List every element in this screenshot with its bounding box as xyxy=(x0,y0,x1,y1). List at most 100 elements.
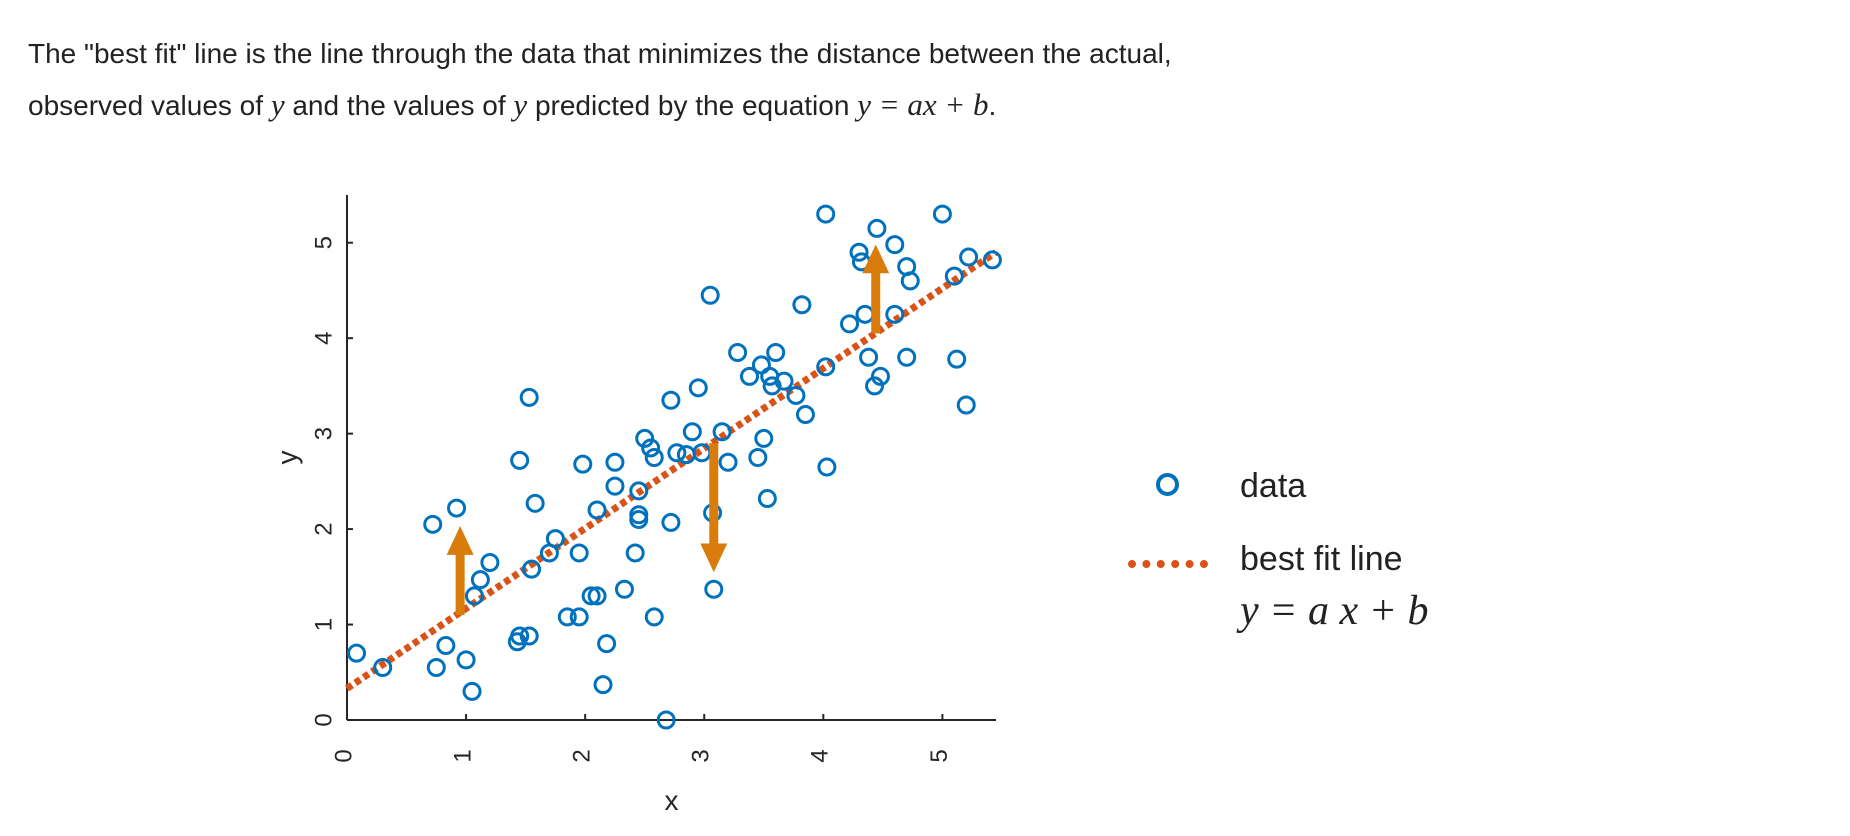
axis-labels: 0 1 2 3 4 5 0 1 2 3 4 5 x y xyxy=(271,236,952,816)
data-point xyxy=(700,285,720,305)
axes xyxy=(346,195,996,721)
intro-text-c: predicted by the equation xyxy=(527,90,858,121)
data-point xyxy=(426,658,446,677)
data-point xyxy=(605,476,625,496)
math-y-2: y xyxy=(513,87,528,122)
data-point xyxy=(816,204,836,224)
x-tick-label: 1 xyxy=(449,749,476,762)
x-tick-label: 5 xyxy=(926,749,953,762)
data-point xyxy=(519,626,539,646)
x-tick-label: 2 xyxy=(569,749,596,762)
data-point xyxy=(597,634,617,654)
data-point xyxy=(855,304,875,324)
data-point xyxy=(718,452,738,472)
data-point xyxy=(774,371,794,391)
data-point xyxy=(956,395,976,415)
data-point xyxy=(545,529,565,549)
data-point xyxy=(704,579,724,599)
data-point xyxy=(897,347,917,367)
data-point xyxy=(944,266,964,286)
data-point xyxy=(581,586,601,606)
data-point xyxy=(629,505,649,525)
data-point xyxy=(519,387,539,407)
data-point xyxy=(522,559,542,579)
data-point xyxy=(447,498,467,518)
data-point xyxy=(661,390,681,410)
math-equation: y = ax + b xyxy=(857,87,989,122)
data-point xyxy=(373,658,393,677)
data-point xyxy=(605,452,625,472)
data-points xyxy=(347,204,1002,730)
intro-text-b: and the values of xyxy=(284,90,514,121)
y-tick-label: 5 xyxy=(310,236,337,249)
data-point xyxy=(661,512,681,532)
data-point xyxy=(436,636,456,656)
data-point xyxy=(786,385,806,405)
data-point xyxy=(462,681,482,701)
best-fit-line xyxy=(345,249,998,692)
x-tick-label: 0 xyxy=(330,749,357,762)
legend: data best fit line y = a x + b xyxy=(1120,455,1520,655)
data-point xyxy=(867,218,887,238)
legend-fit-line-icon xyxy=(1128,560,1208,568)
data-point xyxy=(748,448,768,467)
intro-period: . xyxy=(988,90,997,121)
data-point xyxy=(792,295,812,315)
residual-arrows xyxy=(446,244,890,615)
legend-data-marker-icon xyxy=(1156,473,1179,496)
data-point xyxy=(593,675,613,695)
x-tick-label: 3 xyxy=(688,749,715,762)
data-point xyxy=(641,438,661,458)
y-tick-label: 2 xyxy=(310,522,337,535)
data-point xyxy=(587,586,607,606)
data-point xyxy=(982,250,1002,270)
legend-data-label: data xyxy=(1240,467,1307,505)
data-point xyxy=(688,378,708,398)
data-point xyxy=(817,457,837,477)
data-point xyxy=(795,405,815,425)
data-point xyxy=(347,643,367,663)
legend-fit-equation: y = a x + b xyxy=(1240,588,1429,634)
intro-paragraph: The "best fit" line is the line through … xyxy=(28,28,1478,131)
data-point xyxy=(712,422,732,442)
math-y-1: y xyxy=(270,87,285,122)
data-point xyxy=(525,493,545,513)
y-tick-label: 3 xyxy=(310,427,337,440)
intro-text-a: observed values of xyxy=(28,90,271,121)
data-point xyxy=(480,553,500,572)
intro-line-1: The "best fit" line is the line through … xyxy=(28,38,1172,69)
best-fit-line-layer xyxy=(345,249,998,692)
data-point xyxy=(766,343,786,362)
data-point xyxy=(754,428,774,448)
data-point xyxy=(573,454,593,474)
data-point xyxy=(510,626,530,646)
data-point xyxy=(464,586,484,606)
x-axis-label: x xyxy=(665,785,679,816)
data-point xyxy=(456,650,476,670)
data-point xyxy=(840,314,860,334)
data-point xyxy=(470,570,490,590)
data-point xyxy=(859,347,879,367)
data-point xyxy=(557,607,577,627)
y-tick-label: 4 xyxy=(310,332,337,345)
data-point xyxy=(959,247,979,267)
data-point xyxy=(510,450,530,470)
data-point xyxy=(644,448,664,467)
data-point xyxy=(751,355,771,375)
data-point xyxy=(885,304,905,324)
data-point xyxy=(728,343,748,362)
data-point xyxy=(614,579,634,599)
data-point xyxy=(629,481,649,501)
data-point xyxy=(762,376,782,396)
data-point xyxy=(932,204,952,224)
data-point xyxy=(682,422,702,442)
data-point xyxy=(644,607,664,627)
data-point xyxy=(900,271,920,291)
intro-line-2: observed values of y and the values of y… xyxy=(28,79,1478,131)
data-point xyxy=(757,489,777,509)
data-point xyxy=(423,514,443,534)
data-point xyxy=(885,235,905,255)
data-point xyxy=(870,366,890,386)
data-point xyxy=(865,376,885,396)
